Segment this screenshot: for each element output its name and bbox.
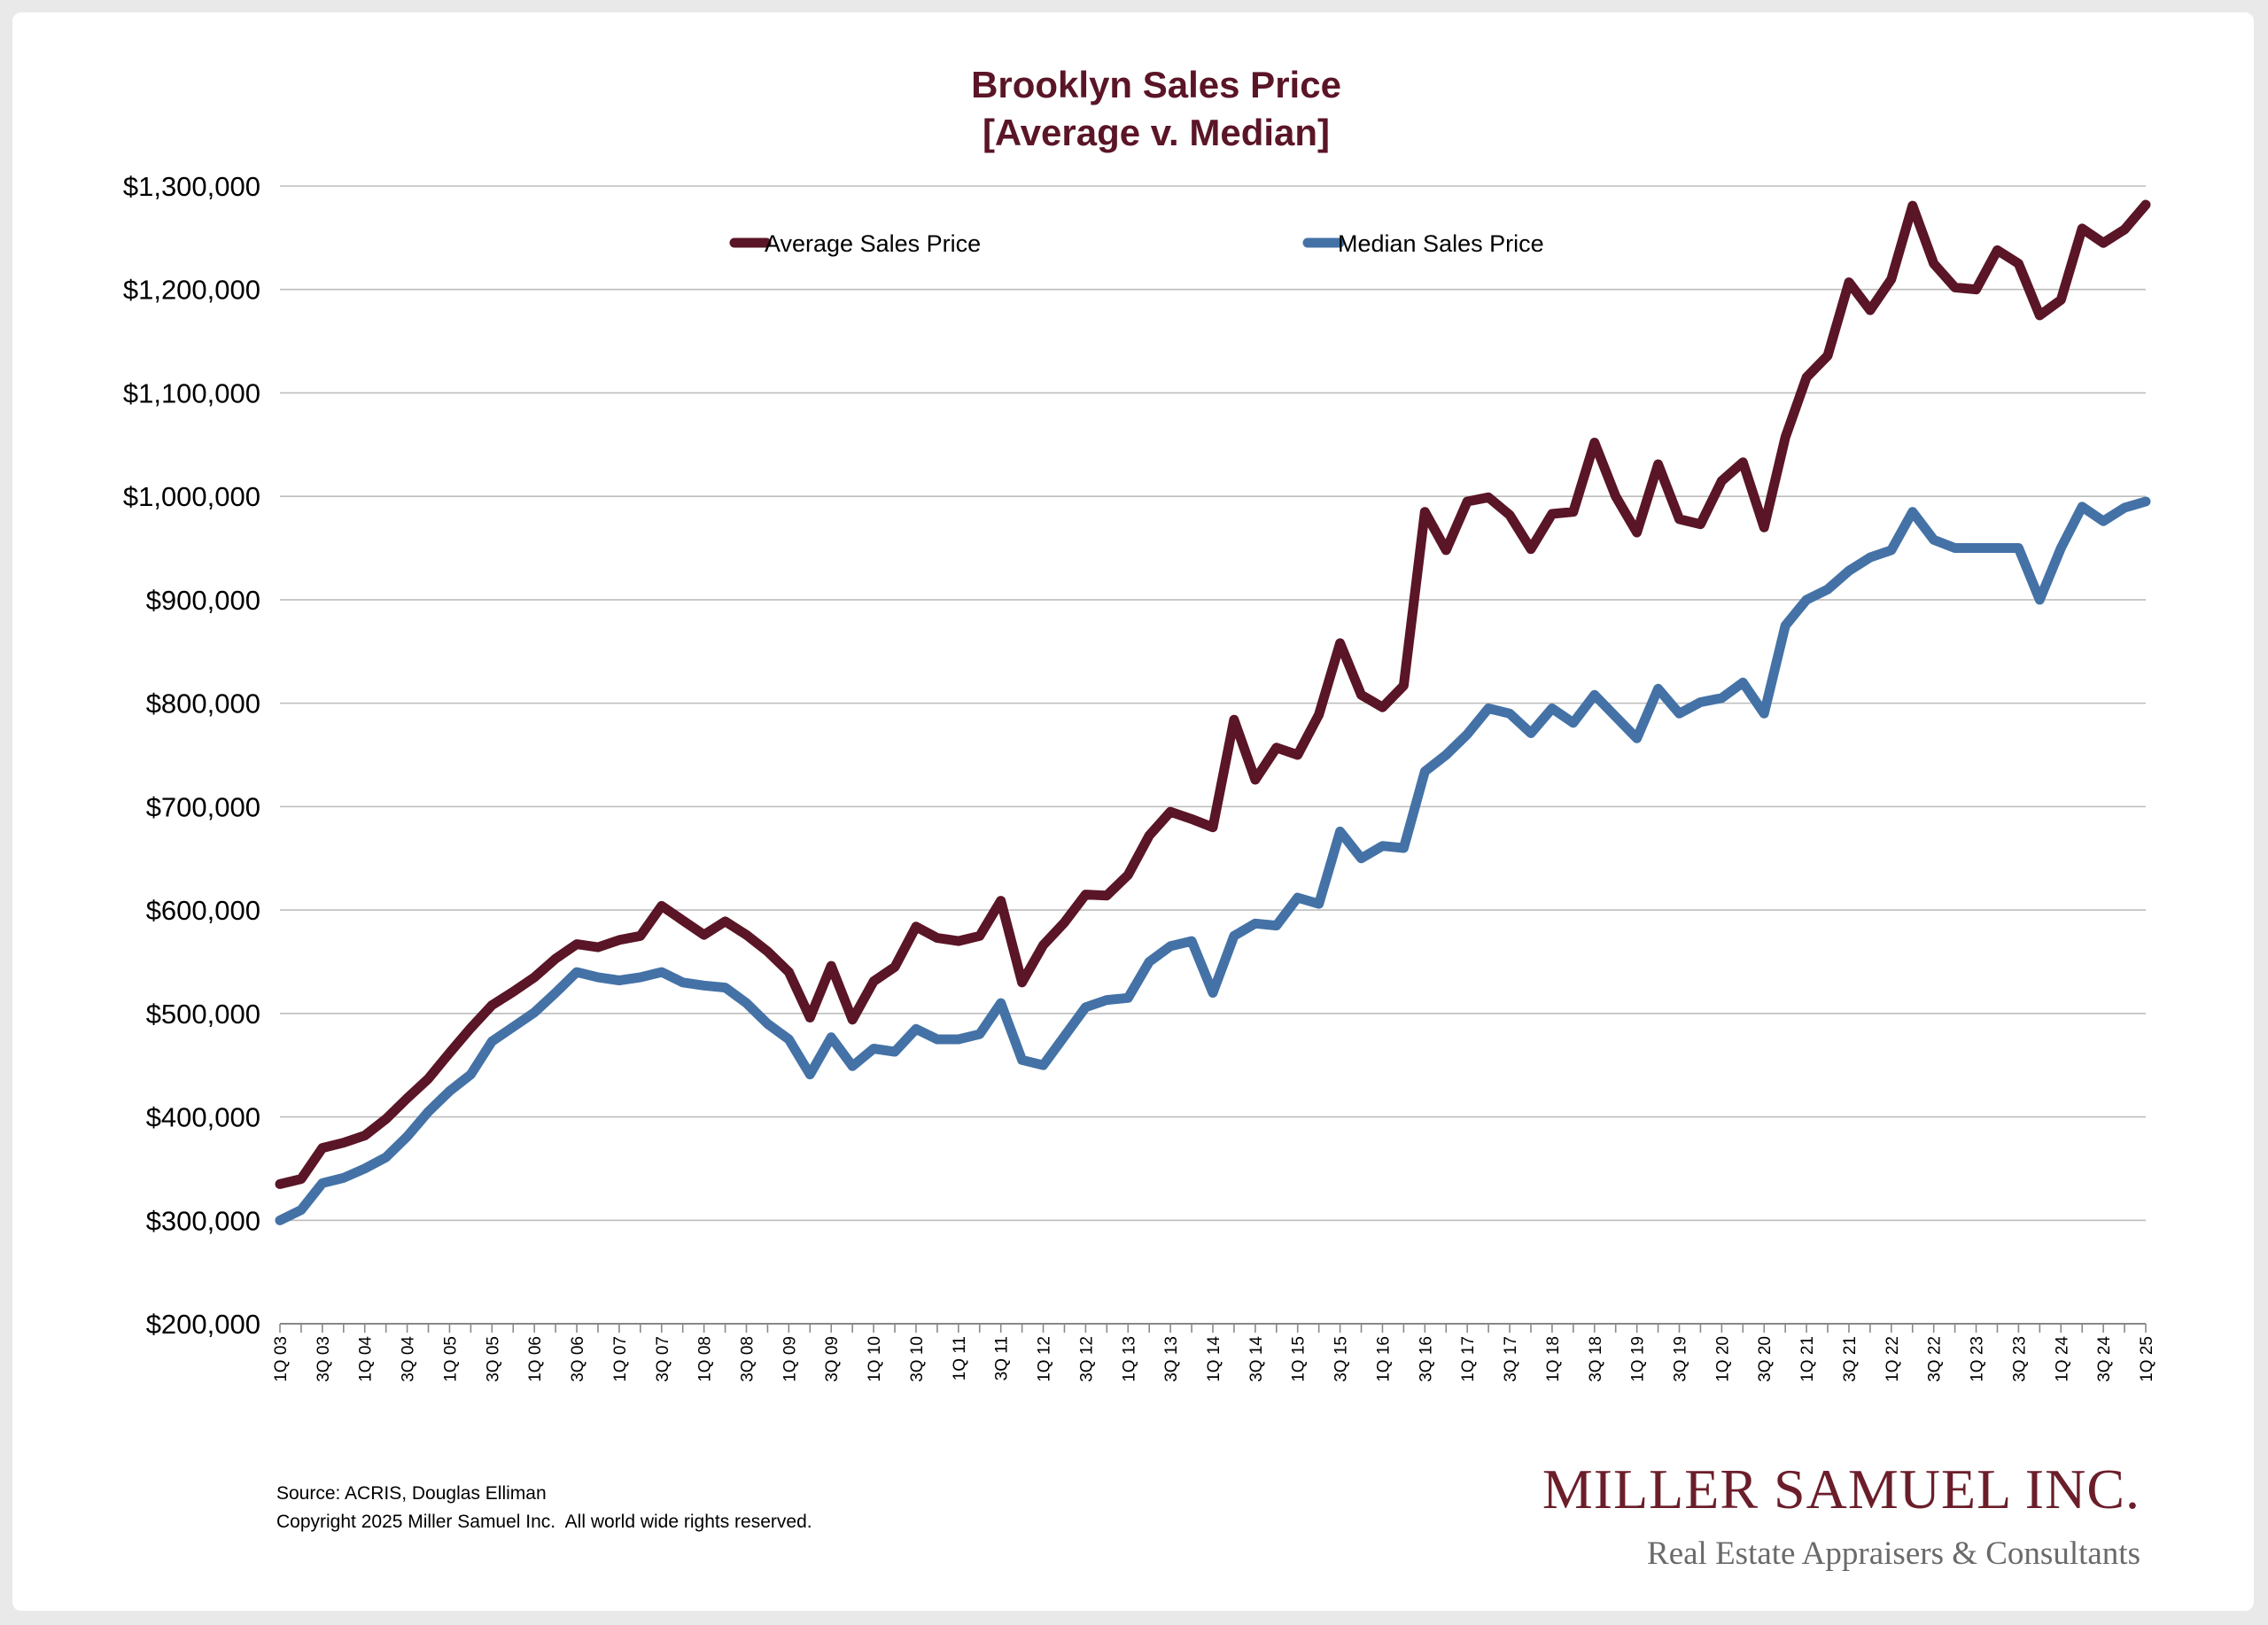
x-tick-label: 3Q 13: [1162, 1336, 1181, 1382]
company-logo: MILLER SAMUEL INC.: [1542, 1458, 2140, 1520]
x-tick-label: 1Q 03: [272, 1336, 291, 1382]
x-tick-label: 1Q 20: [1713, 1336, 1732, 1382]
x-tick-label: 3Q 22: [1926, 1336, 1945, 1382]
gridlines: [280, 185, 2146, 1222]
line-chart: Brooklyn Sales Price [Average v. Median]…: [123, 64, 2156, 1382]
legend-average-label: Average Sales Price: [765, 230, 981, 257]
y-tick-label: $1,100,000: [123, 377, 260, 408]
x-tick-label: 3Q 04: [400, 1336, 418, 1382]
legend-median-label: Median Sales Price: [1338, 230, 1544, 257]
y-tick-label: $300,000: [146, 1205, 260, 1236]
y-axis-ticks: $200,000 $300,000 $400,000 $500,000 $600,000…: [123, 171, 260, 1340]
x-tick-label: 1Q 08: [696, 1336, 715, 1382]
x-tick-label: 3Q 12: [1077, 1336, 1096, 1382]
y-tick-label: $600,000: [146, 895, 260, 926]
x-tick-label: 3Q 08: [739, 1336, 757, 1382]
x-tick-label: 3Q 11: [993, 1336, 1012, 1380]
x-tick-label: 3Q 15: [1332, 1336, 1351, 1382]
x-tick-label: 1Q 07: [611, 1336, 630, 1382]
y-tick-label: $200,000: [146, 1309, 260, 1340]
x-tick-label: 3Q 03: [315, 1336, 333, 1382]
legend: Average Sales Price Median Sales Price: [729, 230, 1544, 257]
x-tick-label: 1Q 16: [1374, 1336, 1393, 1382]
x-tick-label: 3Q 16: [1417, 1336, 1435, 1382]
x-tick-label: 1Q 25: [2138, 1336, 2156, 1382]
x-tick-label: 1Q 23: [1969, 1336, 1987, 1382]
y-tick-label: $500,000: [146, 999, 260, 1030]
x-tick-label: 3Q 19: [1672, 1336, 1690, 1382]
x-tick-label: 1Q 22: [1884, 1336, 1902, 1382]
x-tick-label: 1Q 05: [441, 1336, 460, 1382]
x-tick-label: 1Q 12: [1036, 1336, 1054, 1382]
x-tick-label: 1Q 04: [357, 1336, 376, 1382]
x-tick-label: 3Q 18: [1587, 1336, 1605, 1382]
x-tick-label: 3Q 05: [484, 1336, 502, 1382]
x-tick-label: 1Q 18: [1544, 1336, 1563, 1382]
x-tick-label: 1Q 13: [1120, 1336, 1138, 1382]
y-tick-label: $900,000: [146, 585, 260, 616]
x-tick-label: 3Q 20: [1756, 1336, 1775, 1382]
x-tick-label: 1Q 14: [1205, 1336, 1223, 1382]
chart-card: Brooklyn Sales Price [Average v. Median]…: [12, 12, 2254, 1611]
x-axis: 1Q 03 3Q 03 1Q 04 3Q 04 1Q 05 3Q 05 1Q 06 3Q 06…: [272, 1323, 2156, 1382]
x-tick-label: 1Q 24: [2053, 1336, 2071, 1382]
y-tick-label: $1,300,000: [123, 171, 260, 202]
x-tick-label: 1Q 17: [1459, 1336, 1478, 1382]
x-tick-label: 1Q 21: [1798, 1336, 1817, 1382]
x-tick-label: 3Q 23: [2010, 1336, 2029, 1382]
x-tick-label: 1Q 10: [866, 1336, 884, 1382]
company-tagline: Real Estate Appraisers & Consultants: [1647, 1536, 2140, 1572]
x-tick-label: 3Q 07: [654, 1336, 672, 1382]
median-sales-price-line: [275, 496, 2151, 1225]
chart-title: Brooklyn Sales Price: [971, 64, 1341, 105]
x-tick-label: 1Q 19: [1629, 1336, 1648, 1382]
source-note: Source: ACRIS, Douglas Elliman: [276, 1483, 547, 1504]
x-tick-label: 3Q 09: [823, 1336, 842, 1382]
x-tick-label: 1Q 09: [781, 1336, 799, 1382]
copyright-note: Copyright 2025 Miller Samuel Inc. All wo…: [276, 1512, 812, 1532]
chart-subtitle: [Average v. Median]: [983, 112, 1330, 153]
y-tick-label: $1,000,000: [123, 481, 260, 512]
y-tick-label: $800,000: [146, 688, 260, 719]
y-tick-label: $1,200,000: [123, 275, 260, 306]
x-tick-label: 3Q 10: [908, 1336, 927, 1382]
x-tick-label: 3Q 21: [1841, 1336, 1860, 1382]
x-tick-label: 1Q 11: [951, 1336, 969, 1380]
x-tick-label: 1Q 06: [526, 1336, 545, 1382]
series-lines: [275, 199, 2151, 1225]
x-tick-label: 1Q 15: [1290, 1336, 1309, 1382]
x-tick-label: 3Q 24: [2095, 1336, 2114, 1382]
x-tick-label: 3Q 17: [1502, 1336, 1520, 1382]
average-sales-price-line: [275, 199, 2151, 1189]
y-tick-label: $400,000: [146, 1102, 260, 1133]
y-tick-label: $700,000: [146, 791, 260, 822]
x-tick-label: 3Q 06: [569, 1336, 587, 1382]
x-tick-label: 3Q 14: [1247, 1336, 1266, 1382]
